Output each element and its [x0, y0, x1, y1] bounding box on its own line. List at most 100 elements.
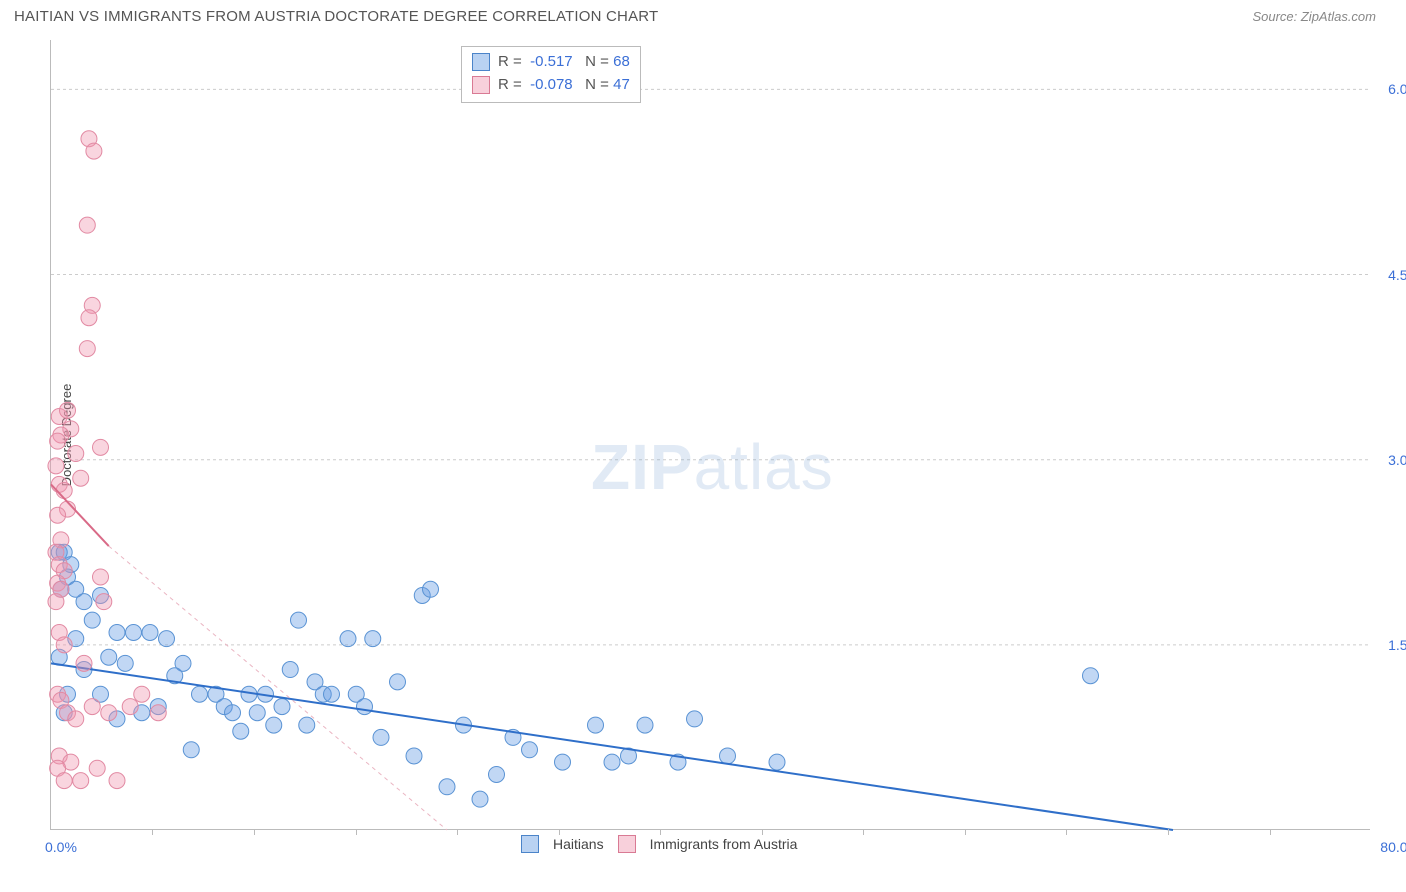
chart-plot-area: Doctorate Degree ZIPatlas R = -0.517 N =… — [50, 40, 1370, 830]
legend-swatch — [618, 835, 636, 853]
scatter-point — [423, 581, 439, 597]
scatter-point — [357, 699, 373, 715]
x-tick-mark — [1270, 829, 1271, 835]
scatter-point — [291, 612, 307, 628]
scatter-point — [56, 483, 72, 499]
scatter-point — [1083, 668, 1099, 684]
scatter-point — [406, 748, 422, 764]
scatter-point — [89, 760, 105, 776]
scatter-point — [68, 581, 84, 597]
scatter-point — [122, 699, 138, 715]
scatter-point — [489, 766, 505, 782]
scatter-point — [233, 723, 249, 739]
scatter-point — [340, 631, 356, 647]
scatter-point — [282, 662, 298, 678]
scatter-point — [84, 612, 100, 628]
scatter-point — [109, 773, 125, 789]
legend-label: Immigrants from Austria — [650, 836, 798, 852]
scatter-point — [192, 686, 208, 702]
scatter-point — [142, 625, 158, 641]
scatter-point — [637, 717, 653, 733]
stats-legend-row: R = -0.517 N = 68 — [472, 51, 630, 74]
scatter-plot-svg — [51, 40, 1370, 829]
x-tick-mark — [559, 829, 560, 835]
x-tick-label: 0.0% — [45, 839, 77, 855]
x-tick-mark — [356, 829, 357, 835]
scatter-point — [687, 711, 703, 727]
scatter-point — [56, 637, 72, 653]
y-tick-label: 4.5% — [1375, 267, 1406, 283]
scatter-point — [79, 341, 95, 357]
scatter-point — [96, 594, 112, 610]
scatter-point — [249, 705, 265, 721]
scatter-point — [769, 754, 785, 770]
x-tick-mark — [660, 829, 661, 835]
scatter-point — [76, 655, 92, 671]
series-legend: Haitians Immigrants from Austria — [521, 835, 797, 853]
scatter-point — [183, 742, 199, 758]
legend-swatch — [472, 53, 490, 71]
scatter-point — [101, 705, 117, 721]
source-prefix: Source: — [1252, 9, 1300, 24]
x-tick-mark — [762, 829, 763, 835]
scatter-point — [522, 742, 538, 758]
scatter-point — [73, 470, 89, 486]
scatter-point — [48, 458, 64, 474]
legend-swatch — [472, 76, 490, 94]
scatter-point — [109, 625, 125, 641]
scatter-point — [126, 625, 142, 641]
scatter-point — [150, 705, 166, 721]
scatter-point — [225, 705, 241, 721]
scatter-point — [68, 711, 84, 727]
scatter-point — [56, 773, 72, 789]
stats-text: R = -0.078 N = 47 — [498, 74, 630, 97]
scatter-point — [50, 507, 66, 523]
x-tick-mark — [1066, 829, 1067, 835]
y-tick-label: 6.0% — [1375, 81, 1406, 97]
x-tick-mark — [457, 829, 458, 835]
x-tick-mark — [965, 829, 966, 835]
scatter-point — [84, 699, 100, 715]
scatter-point — [134, 686, 150, 702]
scatter-point — [48, 594, 64, 610]
x-tick-mark — [254, 829, 255, 835]
stats-legend-box: R = -0.517 N = 68R = -0.078 N = 47 — [461, 46, 641, 103]
stats-legend-row: R = -0.078 N = 47 — [472, 74, 630, 97]
scatter-point — [93, 569, 109, 585]
scatter-point — [299, 717, 315, 733]
scatter-point — [439, 779, 455, 795]
scatter-point — [555, 754, 571, 770]
scatter-point — [365, 631, 381, 647]
scatter-point — [117, 655, 133, 671]
chart-title: HAITIAN VS IMMIGRANTS FROM AUSTRIA DOCTO… — [14, 8, 658, 25]
scatter-point — [101, 649, 117, 665]
scatter-point — [86, 143, 102, 159]
x-tick-label: 80.0% — [1380, 839, 1406, 855]
legend-label: Haitians — [553, 836, 604, 852]
scatter-point — [324, 686, 340, 702]
scatter-point — [68, 446, 84, 462]
scatter-point — [373, 729, 389, 745]
scatter-point — [73, 773, 89, 789]
x-tick-mark — [863, 829, 864, 835]
scatter-point — [50, 433, 66, 449]
chart-header: HAITIAN VS IMMIGRANTS FROM AUSTRIA DOCTO… — [0, 0, 1406, 29]
scatter-point — [720, 748, 736, 764]
scatter-point — [390, 674, 406, 690]
scatter-point — [274, 699, 290, 715]
x-tick-mark — [1168, 829, 1169, 835]
y-tick-label: 3.0% — [1375, 452, 1406, 468]
stats-text: R = -0.517 N = 68 — [498, 51, 630, 74]
scatter-point — [93, 439, 109, 455]
y-tick-label: 1.5% — [1375, 637, 1406, 653]
scatter-point — [266, 717, 282, 733]
scatter-point — [472, 791, 488, 807]
scatter-point — [60, 402, 76, 418]
scatter-point — [159, 631, 175, 647]
scatter-point — [588, 717, 604, 733]
x-tick-mark — [152, 829, 153, 835]
legend-swatch — [521, 835, 539, 853]
source-label: Source: ZipAtlas.com — [1252, 9, 1376, 24]
source-name: ZipAtlas.com — [1301, 9, 1376, 24]
scatter-point — [604, 754, 620, 770]
